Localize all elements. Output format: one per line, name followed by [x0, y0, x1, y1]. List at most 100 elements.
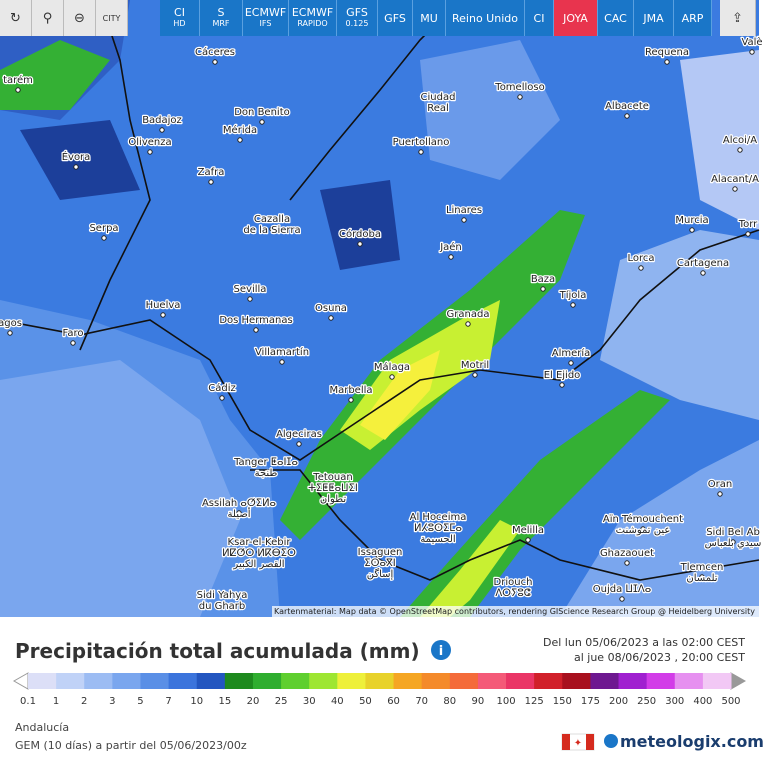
button-main: JMA	[643, 11, 664, 25]
place-dot	[540, 286, 546, 292]
place-dot	[236, 510, 242, 516]
place-label: Badajoz	[142, 115, 182, 126]
model-button[interactable]: MU	[413, 0, 446, 36]
place-label: Zafra	[198, 167, 225, 178]
button-main: GFS	[384, 11, 406, 25]
button-main: JOYA	[563, 11, 588, 25]
scale-label: 90	[472, 696, 485, 707]
model-button[interactable]: Reino Unido	[446, 0, 525, 36]
place-dot	[640, 526, 646, 532]
scale-color	[506, 673, 535, 689]
place-label: Puertollano	[393, 137, 450, 148]
model-button[interactable]: GFS 0.125	[337, 0, 378, 36]
place-dot	[737, 147, 743, 153]
place-label: ⵉⵙⴰⴳⵏ	[364, 558, 395, 569]
place-dot	[279, 359, 285, 365]
place-dot	[70, 340, 76, 346]
scale-label: 400	[693, 696, 712, 707]
place-dot	[348, 397, 354, 403]
place-dot	[159, 127, 165, 133]
model-button[interactable]: ARP	[674, 0, 712, 36]
scale-color	[337, 673, 366, 689]
share-button[interactable]: ⇪	[720, 0, 756, 36]
scale-color	[140, 673, 170, 689]
place-label: Driouch	[494, 577, 533, 588]
place-label: Serpa	[89, 223, 118, 234]
city-button[interactable]: CITY	[96, 0, 128, 36]
scale-color	[534, 673, 563, 689]
model-run: GEM (10 días) a partir del 05/06/2023/00…	[15, 739, 247, 752]
model-button[interactable]: ECMWF IFS	[243, 0, 289, 36]
place-dot	[328, 315, 334, 321]
model-button[interactable]: CI	[525, 0, 554, 36]
legend-title: Precipitación total acumulada (mm)	[15, 639, 420, 663]
tool-icon[interactable]: ↻	[0, 0, 32, 36]
place-label: Alacant/A	[711, 174, 759, 185]
place-dot	[749, 49, 755, 55]
button-main: CI	[174, 6, 185, 19]
place-label: Murcia	[675, 215, 708, 226]
scale-color	[309, 673, 338, 689]
info-icon-text: i	[439, 644, 443, 659]
button-main: MU	[420, 11, 438, 25]
place-label: Aïn Témouchent	[603, 513, 683, 525]
place-dot	[525, 537, 531, 543]
place-label: Sevilla	[234, 284, 267, 295]
scale-color	[562, 673, 591, 689]
place-dot	[689, 227, 695, 233]
place-label: Oran	[708, 479, 732, 490]
place-label: Huelva	[146, 300, 181, 311]
scale-label: 80	[443, 696, 456, 707]
place-label: Assilah ⴰⵚⵉⵍⴰ	[202, 498, 276, 509]
button-main: ECMWF	[291, 6, 334, 19]
place-dot	[296, 441, 302, 447]
place-label: ⵍⵇⵚⵔ ⵍⴽⴱⵉⵔ	[222, 548, 296, 559]
place-dot	[256, 549, 262, 555]
scale-label: 150	[553, 696, 572, 707]
scale-color	[393, 673, 423, 689]
model-button[interactable]: CAC	[598, 0, 634, 36]
place-dot	[212, 59, 218, 65]
scale-color	[84, 673, 113, 689]
place-label: Granada	[447, 309, 490, 320]
scale-label: 20	[247, 696, 260, 707]
place-label: Valè	[741, 36, 762, 48]
place-label: du Gharb	[199, 601, 246, 612]
model-button[interactable]: CI HD	[160, 0, 200, 36]
model-button[interactable]: S MRF	[200, 0, 243, 36]
svg-text:✦: ✦	[574, 738, 582, 749]
place-dot	[664, 59, 670, 65]
scale-label: 1	[53, 696, 59, 707]
model-button[interactable]: JOYA	[554, 0, 598, 36]
scale-label: 5	[137, 696, 143, 707]
place-label: Tanger ⵟⴰⵏⵊⴰ	[233, 457, 298, 468]
place-label: Oujda ⵡⵊⴷⴰ	[593, 584, 652, 595]
model-button[interactable]: ECMWF RAPIDO	[289, 0, 337, 36]
place-dot	[247, 296, 253, 302]
scale-label: 30	[303, 696, 316, 707]
place-label: Córdoba	[339, 228, 381, 240]
place-dot	[253, 327, 259, 333]
place-label: القصر الكبير	[232, 559, 284, 570]
brand: meteologix.com	[620, 732, 764, 751]
scale-label: 40	[331, 696, 344, 707]
place-dot	[435, 524, 441, 530]
place-label: ⵜⵉⵟⵟⴰⵡⵉⵏ	[308, 483, 358, 494]
model-button[interactable]: JMA	[634, 0, 674, 36]
place-label: agos	[0, 318, 22, 329]
place-dot	[160, 312, 166, 318]
tool-icon[interactable]: ⊖	[64, 0, 96, 36]
model-button[interactable]: GFS	[378, 0, 413, 36]
place-dot	[357, 241, 363, 247]
place-label: Olivenza	[128, 137, 171, 148]
scale-label: 25	[275, 696, 288, 707]
scale-label: 500	[721, 696, 740, 707]
scale-label: 60	[387, 696, 400, 707]
place-dot	[619, 596, 625, 602]
place-dot	[510, 589, 516, 595]
info-icon[interactable]	[431, 640, 451, 660]
scale-color	[196, 673, 226, 689]
tool-icon[interactable]: ⚲	[32, 0, 64, 36]
scale-label: 7	[165, 696, 171, 707]
place-label: Tomelloso	[494, 82, 544, 93]
